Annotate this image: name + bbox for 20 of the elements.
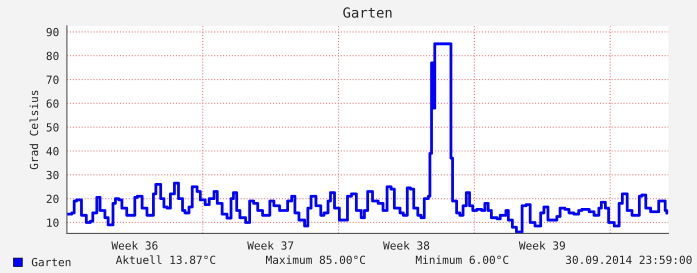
y-tick-label: 50 [46, 123, 59, 132]
y-tick-label: 20 [46, 194, 59, 204]
y-tick-label: 60 [46, 99, 59, 108]
y-tick-label: 70 [46, 76, 59, 84]
x-tick-label: Week 36 [111, 241, 158, 250]
text: Minimum 6.00°C [416, 255, 508, 264]
y-axis-title: Grad Celsius [30, 90, 38, 170]
y-tick-label: 90 [46, 28, 59, 36]
chart-title: Garten [343, 7, 392, 18]
y-tick-label: 10 [47, 218, 59, 227]
text: Aktuell 13.87°C [116, 255, 216, 264]
y-tick-label: 80 [46, 52, 59, 60]
text: Maximum 85.00°C [266, 255, 366, 264]
x-tick-label: Week 38 [383, 241, 430, 250]
x-tick-label: Week 39 [518, 241, 565, 250]
legend-label: Garten [32, 258, 70, 266]
y-tick-label: 30 [46, 170, 59, 180]
y-tick-label: 40 [46, 147, 59, 156]
text: 30.09.2014 23:59:00 [566, 256, 692, 264]
x-tick-label: Week 37 [247, 241, 294, 250]
